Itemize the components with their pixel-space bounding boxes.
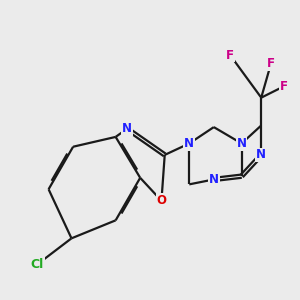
Text: N: N [256, 148, 266, 161]
Text: N: N [122, 122, 132, 135]
Text: N: N [184, 137, 194, 150]
Text: F: F [226, 49, 234, 62]
Text: F: F [267, 57, 275, 70]
Text: N: N [237, 137, 247, 150]
Text: N: N [209, 173, 219, 186]
Text: F: F [280, 80, 288, 93]
Text: Cl: Cl [31, 258, 44, 271]
Text: O: O [157, 194, 166, 207]
